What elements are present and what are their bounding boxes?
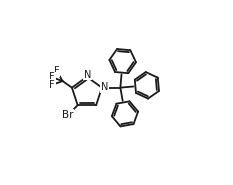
- Text: F: F: [49, 72, 55, 82]
- Text: N: N: [101, 82, 108, 92]
- Text: Br: Br: [62, 110, 73, 120]
- Text: F: F: [49, 80, 55, 90]
- Text: N: N: [84, 70, 91, 80]
- Text: F: F: [54, 66, 60, 76]
